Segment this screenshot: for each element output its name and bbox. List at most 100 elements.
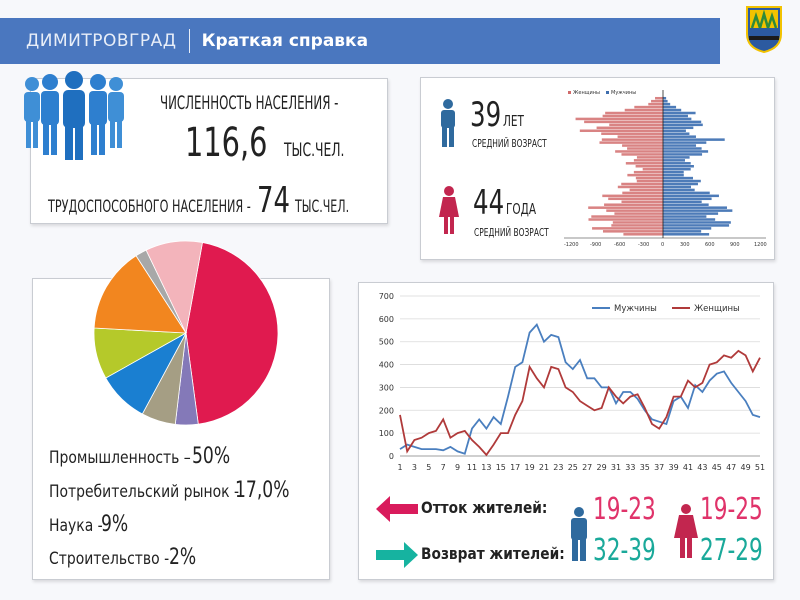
x-tick-label: 27	[582, 463, 592, 472]
working-population-unit: ТЫС.ЧЕЛ.	[295, 197, 350, 217]
series-line-male	[399, 322, 761, 455]
working-population-label: ТРУДОСПОСОБНОГО НАСЕЛЕНИЯ -	[48, 197, 251, 217]
x-tick-label: 37	[654, 463, 664, 472]
female-age-caption: СРЕДНИЙ ВОЗРАСТ	[474, 226, 549, 239]
x-tick-label: 49	[741, 463, 751, 472]
male-migration-icon	[571, 507, 587, 561]
series-line-female	[399, 349, 761, 457]
y-tick-label: 500	[379, 338, 394, 347]
y-tick-label: 200	[379, 406, 394, 415]
pie-slice	[93, 255, 187, 334]
working-population-value: 74	[257, 180, 291, 221]
male-age-group: 39 ЛЕТ	[470, 95, 533, 135]
x-tick-label: 11	[467, 463, 477, 472]
population-unit: ТЫС.ЧЕЛ.	[283, 139, 344, 161]
population-label: ЧИСЛЕННОСТЬ НАСЕЛЕНИЯ -	[160, 92, 339, 114]
female-outflow-age: 19-25	[700, 492, 763, 527]
sector-item: Промышленность – 50%	[49, 444, 241, 469]
x-tick-label: 29	[597, 463, 607, 472]
pie-slice	[145, 240, 203, 335]
sector-item: Наука - 9%	[49, 512, 135, 537]
sector-item-value: 17,0%	[234, 478, 290, 503]
header-bar: ДИМИТРОВГРАД Краткая справка	[0, 18, 720, 64]
svg-text:Женщины: Женщины	[573, 90, 600, 96]
x-tick-label: 41	[683, 463, 693, 472]
svg-text:600: 600	[705, 242, 715, 248]
x-tick-label: 5	[426, 463, 431, 472]
sector-item-value: 50%	[191, 444, 231, 469]
x-tick-label: 39	[669, 463, 679, 472]
male-age-value: 39	[470, 95, 502, 135]
x-tick-label: 43	[697, 463, 707, 472]
header-divider	[188, 29, 190, 53]
outflow-arrow-icon	[376, 496, 418, 522]
sector-item-value: 9%	[100, 512, 128, 537]
female-age-group: 44 ГОДА	[473, 183, 549, 223]
city-name: ДИМИТРОВГРАД	[26, 31, 177, 51]
svg-text:-300: -300	[638, 242, 649, 248]
svg-text:Мужчины: Мужчины	[611, 90, 636, 96]
y-tick-label: 600	[379, 315, 394, 324]
male-age-unit: ЛЕТ	[503, 112, 525, 130]
female-icon	[439, 186, 459, 234]
x-tick-label: 35	[640, 463, 650, 472]
x-tick-label: 21	[539, 463, 549, 472]
sector-item: Строительство - 2%	[49, 545, 204, 570]
x-tick-label: 47	[726, 463, 736, 472]
y-tick-label: 400	[379, 361, 394, 370]
page-title: Краткая справка	[201, 31, 369, 51]
legend-label: Мужчины	[614, 304, 657, 314]
y-tick-label: 700	[379, 292, 394, 301]
svg-text:1200: 1200	[754, 242, 767, 248]
x-tick-label: 3	[412, 463, 417, 472]
pie-slice	[185, 242, 279, 425]
population-value-group: 116,6 ТЫС.ЧЕЛ.	[185, 120, 377, 166]
sector-item-name: Потребительский рынок -	[49, 482, 240, 502]
male-return-age: 32-39	[593, 533, 656, 568]
x-tick-label: 7	[441, 463, 446, 472]
x-tick-label: 33	[625, 463, 635, 472]
sector-item: Потребительский рынок - 17,0%	[49, 478, 305, 503]
x-tick-label: 25	[568, 463, 578, 472]
svg-text:0: 0	[661, 242, 664, 248]
x-tick-label: 15	[496, 463, 506, 472]
city-emblem-icon	[746, 6, 782, 54]
x-tick-label: 1	[397, 463, 402, 472]
y-tick-label: 300	[379, 383, 394, 392]
x-tick-label: 17	[510, 463, 520, 472]
age-pyramid-image: -1200 -900 -600 -300 0 300 600 900 1200 Женщины …	[560, 86, 770, 254]
svg-text:900: 900	[730, 242, 740, 248]
female-age-unit: ГОДА	[506, 200, 537, 218]
people-group-icon	[24, 71, 124, 160]
x-tick-label: 13	[481, 463, 491, 472]
sector-item-value: 2%	[169, 545, 197, 570]
y-tick-label: 0	[389, 452, 394, 461]
legend-label: Женщины	[694, 304, 740, 314]
male-age-caption: СРЕДНИЙ ВОЗРАСТ	[472, 137, 547, 150]
x-tick-label: 23	[553, 463, 563, 472]
population-value: 116,6	[185, 120, 268, 166]
male-outflow-age: 19-23	[593, 492, 656, 527]
svg-text:-900: -900	[590, 242, 601, 248]
x-tick-label: 31	[611, 463, 621, 472]
svg-text:300: 300	[680, 242, 690, 248]
x-tick-label: 45	[712, 463, 722, 472]
female-age-value: 44	[473, 183, 505, 223]
x-tick-label: 51	[755, 463, 765, 472]
x-tick-label: 9	[455, 463, 460, 472]
return-arrow-icon	[376, 542, 418, 568]
sector-item-name: Наука -	[49, 516, 103, 536]
svg-text:-600: -600	[614, 242, 625, 248]
return-label: Возврат жителей:	[421, 544, 565, 563]
svg-text:-1200: -1200	[564, 242, 579, 248]
sector-pie-chart	[93, 240, 279, 426]
sector-item-name: Строительство -	[49, 549, 170, 569]
y-tick-label: 100	[379, 429, 394, 438]
male-icon	[441, 99, 455, 147]
female-return-age: 27-29	[700, 533, 763, 568]
working-population-group: ТРУДОСПОСОБНОГО НАСЕЛЕНИЯ - 74 ТЫС.ЧЕЛ.	[48, 180, 378, 221]
x-tick-label: 19	[525, 463, 535, 472]
outflow-label: Отток жителей:	[421, 498, 548, 517]
